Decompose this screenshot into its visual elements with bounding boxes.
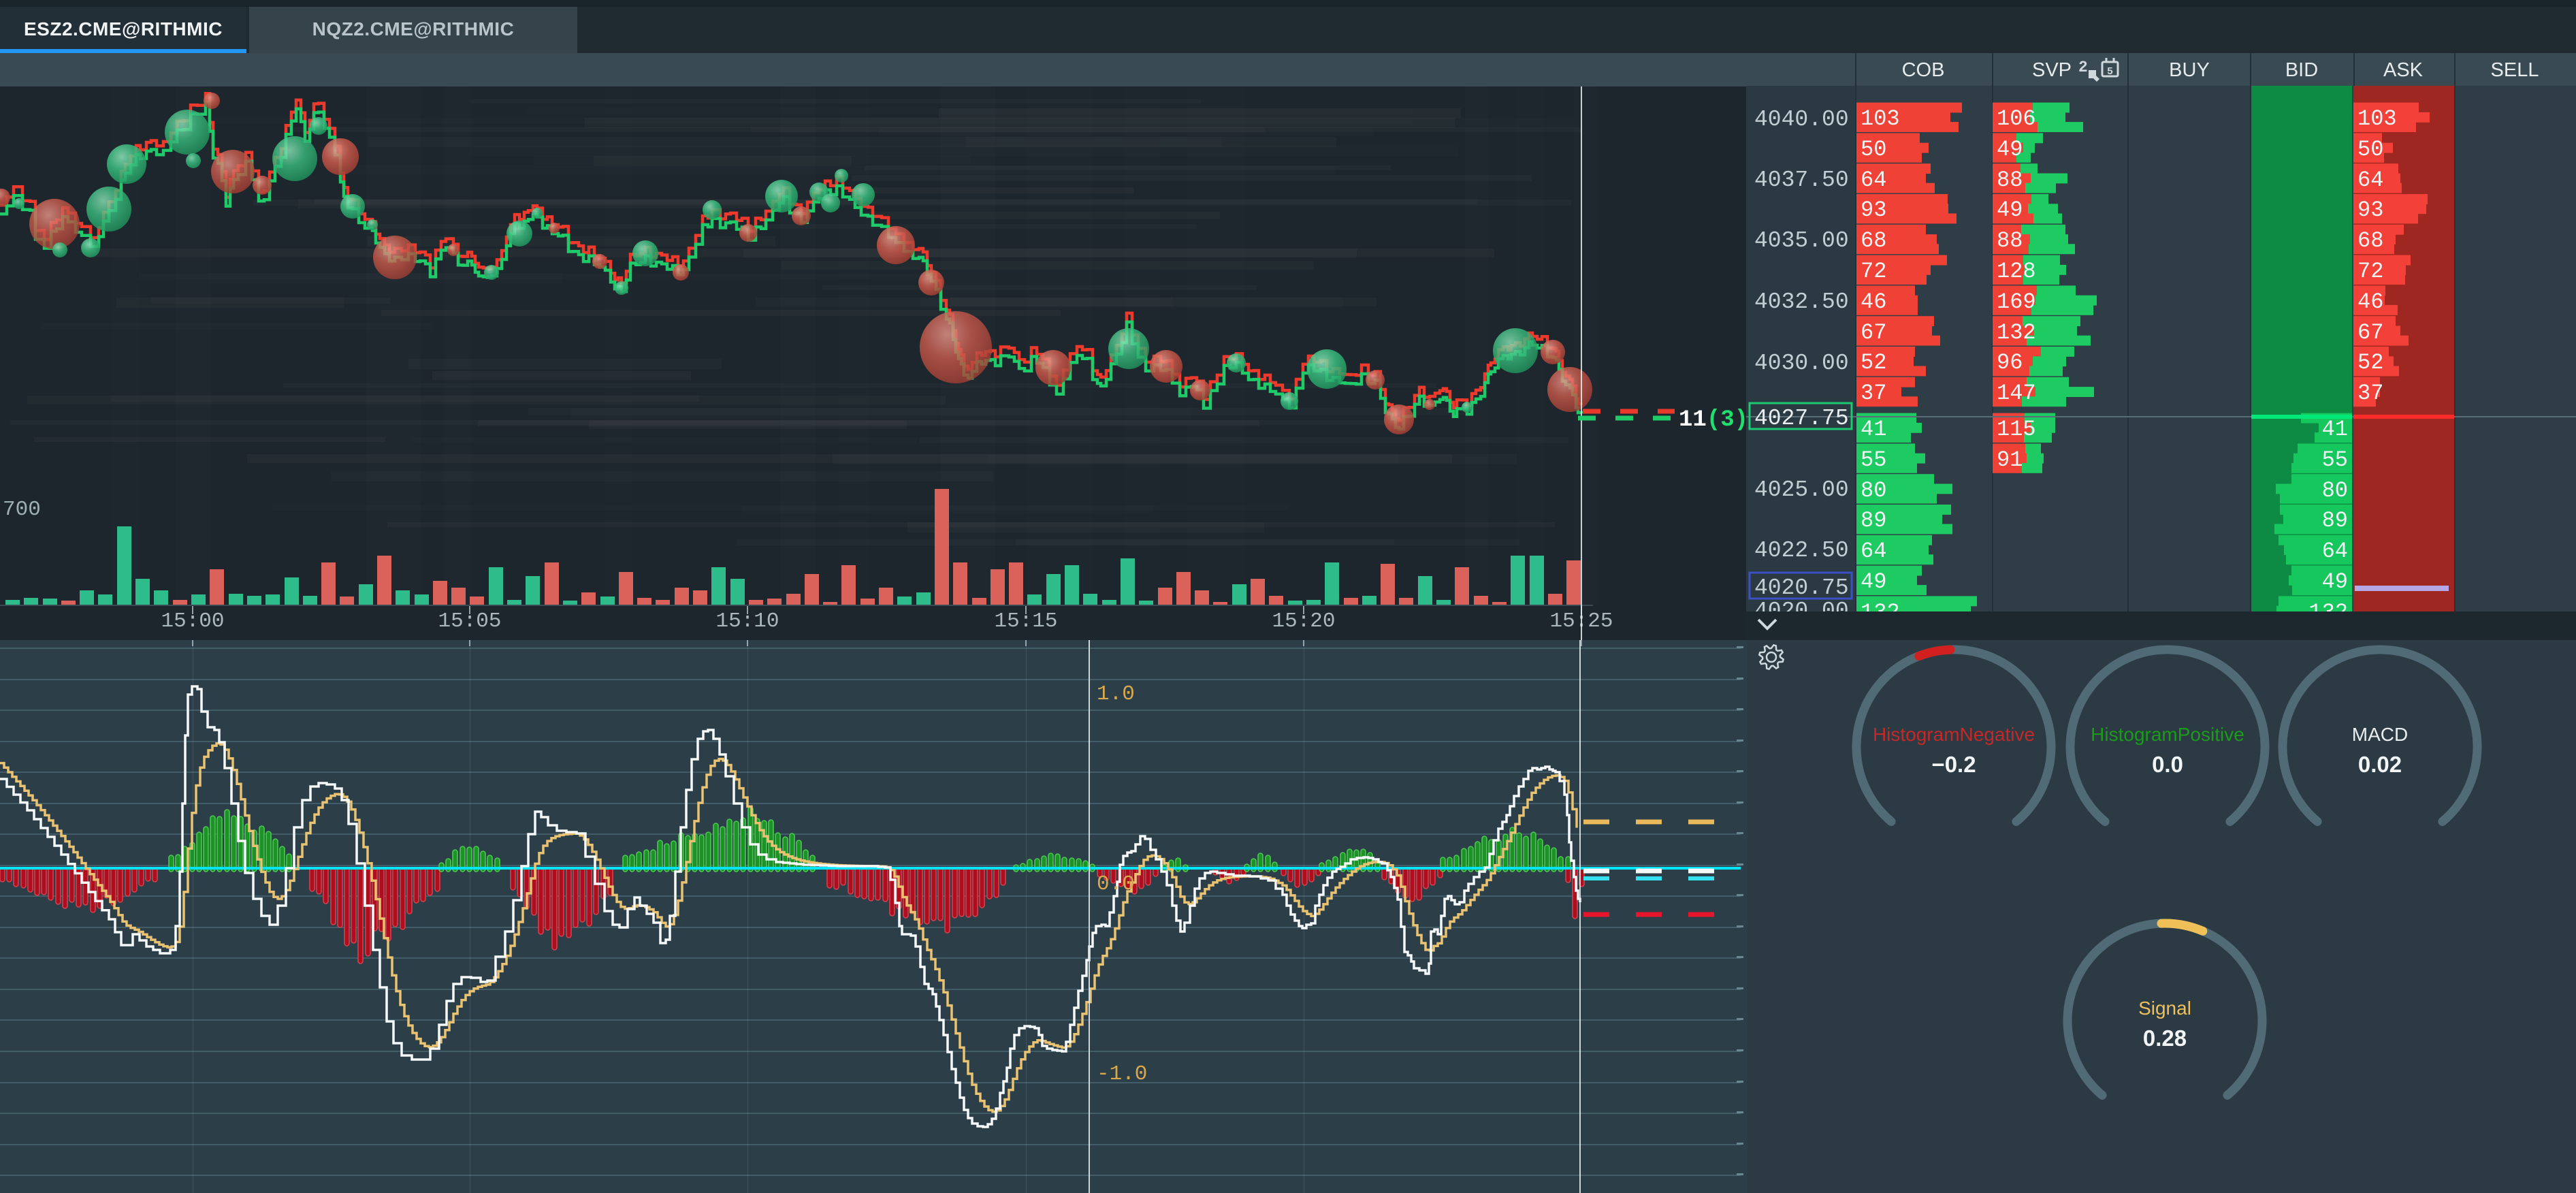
svg-text:68: 68 [1861,228,1886,253]
svg-text:2: 2 [2078,59,2088,76]
svg-text:64: 64 [2322,539,2348,564]
svg-text:1.0: 1.0 [1097,682,1135,706]
svg-text:37: 37 [2357,381,2383,406]
svg-text:−0.2: −0.2 [1931,752,1976,777]
svg-text:0.0: 0.0 [1097,872,1135,896]
svg-text:52: 52 [2357,350,2383,375]
svg-text:115: 115 [1997,417,2036,442]
svg-text:-1.0: -1.0 [1097,1062,1147,1086]
svg-text:4025.00: 4025.00 [1754,477,1849,503]
svg-text:4020.75: 4020.75 [1754,575,1849,601]
svg-text:89: 89 [1861,508,1886,533]
svg-text:128: 128 [1997,259,2036,284]
svg-text:SVP: SVP [2032,59,2072,81]
svg-text:49: 49 [1997,197,2023,223]
svg-text:91: 91 [1997,447,2023,473]
svg-text:80: 80 [1861,478,1886,503]
svg-text:41: 41 [1861,417,1886,442]
svg-text:15:05: 15:05 [438,609,501,633]
svg-text:37: 37 [1861,381,1886,406]
svg-text:15:20: 15:20 [1272,609,1335,633]
svg-text:4027.75: 4027.75 [1754,406,1849,431]
svg-text:80: 80 [2322,478,2348,503]
svg-text:68: 68 [2357,228,2383,253]
svg-text:COB: COB [1902,59,1945,81]
svg-text:SELL: SELL [2491,59,2539,81]
svg-text:15:00: 15:00 [161,609,224,633]
svg-text:BUY: BUY [2169,59,2210,81]
svg-text:49: 49 [1997,137,2023,162]
svg-text:50: 50 [1861,137,1886,162]
svg-text:50: 50 [2357,137,2383,162]
svg-text:15:15: 15:15 [994,609,1057,633]
svg-text:4035.00: 4035.00 [1754,228,1849,253]
svg-text:67: 67 [1861,320,1886,345]
svg-text:49: 49 [2322,569,2348,594]
svg-text:0.28: 0.28 [2143,1025,2187,1051]
svg-text:BID: BID [2285,59,2318,81]
svg-text:55: 55 [2322,447,2348,473]
svg-text:72: 72 [2357,259,2383,284]
svg-text:93: 93 [1861,197,1886,223]
svg-text:103: 103 [1861,106,1900,131]
svg-text:HistogramPositive: HistogramPositive [2091,724,2244,745]
svg-text:89: 89 [2322,508,2348,533]
svg-text:15:10: 15:10 [715,609,779,633]
svg-text:4040.00: 4040.00 [1754,107,1849,132]
svg-text:46: 46 [2357,289,2383,315]
svg-text:88: 88 [1997,228,2023,253]
svg-text:64: 64 [1861,539,1886,564]
svg-text:4032.50: 4032.50 [1754,289,1849,315]
svg-text:4037.50: 4037.50 [1754,168,1849,193]
svg-text:72: 72 [1861,259,1886,284]
svg-text:88: 88 [1997,168,2023,193]
svg-text:11(3): 11(3) [1679,407,1746,433]
svg-text:49: 49 [1861,569,1886,594]
svg-text:96: 96 [1997,350,2023,375]
svg-text:147: 147 [1997,381,2036,406]
svg-text:106: 106 [1997,106,2036,131]
svg-text:ASK: ASK [2383,59,2424,81]
svg-text:41: 41 [2322,417,2348,442]
svg-text:103: 103 [2357,106,2397,131]
svg-text:132: 132 [1997,320,2036,345]
svg-text:64: 64 [1861,168,1886,193]
svg-text:4030.00: 4030.00 [1754,351,1849,376]
svg-text:MACD: MACD [2352,724,2408,745]
svg-text:700: 700 [3,498,41,522]
svg-text:67: 67 [2357,320,2383,345]
svg-text:52: 52 [1861,350,1886,375]
svg-text:55: 55 [1861,447,1886,473]
svg-text:0.02: 0.02 [2358,752,2402,777]
svg-text:Signal: Signal [2138,998,2191,1019]
svg-text:93: 93 [2357,197,2383,223]
svg-text:0.0: 0.0 [2152,752,2183,777]
svg-text:5: 5 [2107,66,2113,78]
svg-text:169: 169 [1997,289,2036,315]
svg-text:64: 64 [2357,168,2383,193]
svg-text:46: 46 [1861,289,1886,315]
svg-text:4022.50: 4022.50 [1754,538,1849,563]
svg-text:HistogramNegative: HistogramNegative [1873,724,2035,745]
